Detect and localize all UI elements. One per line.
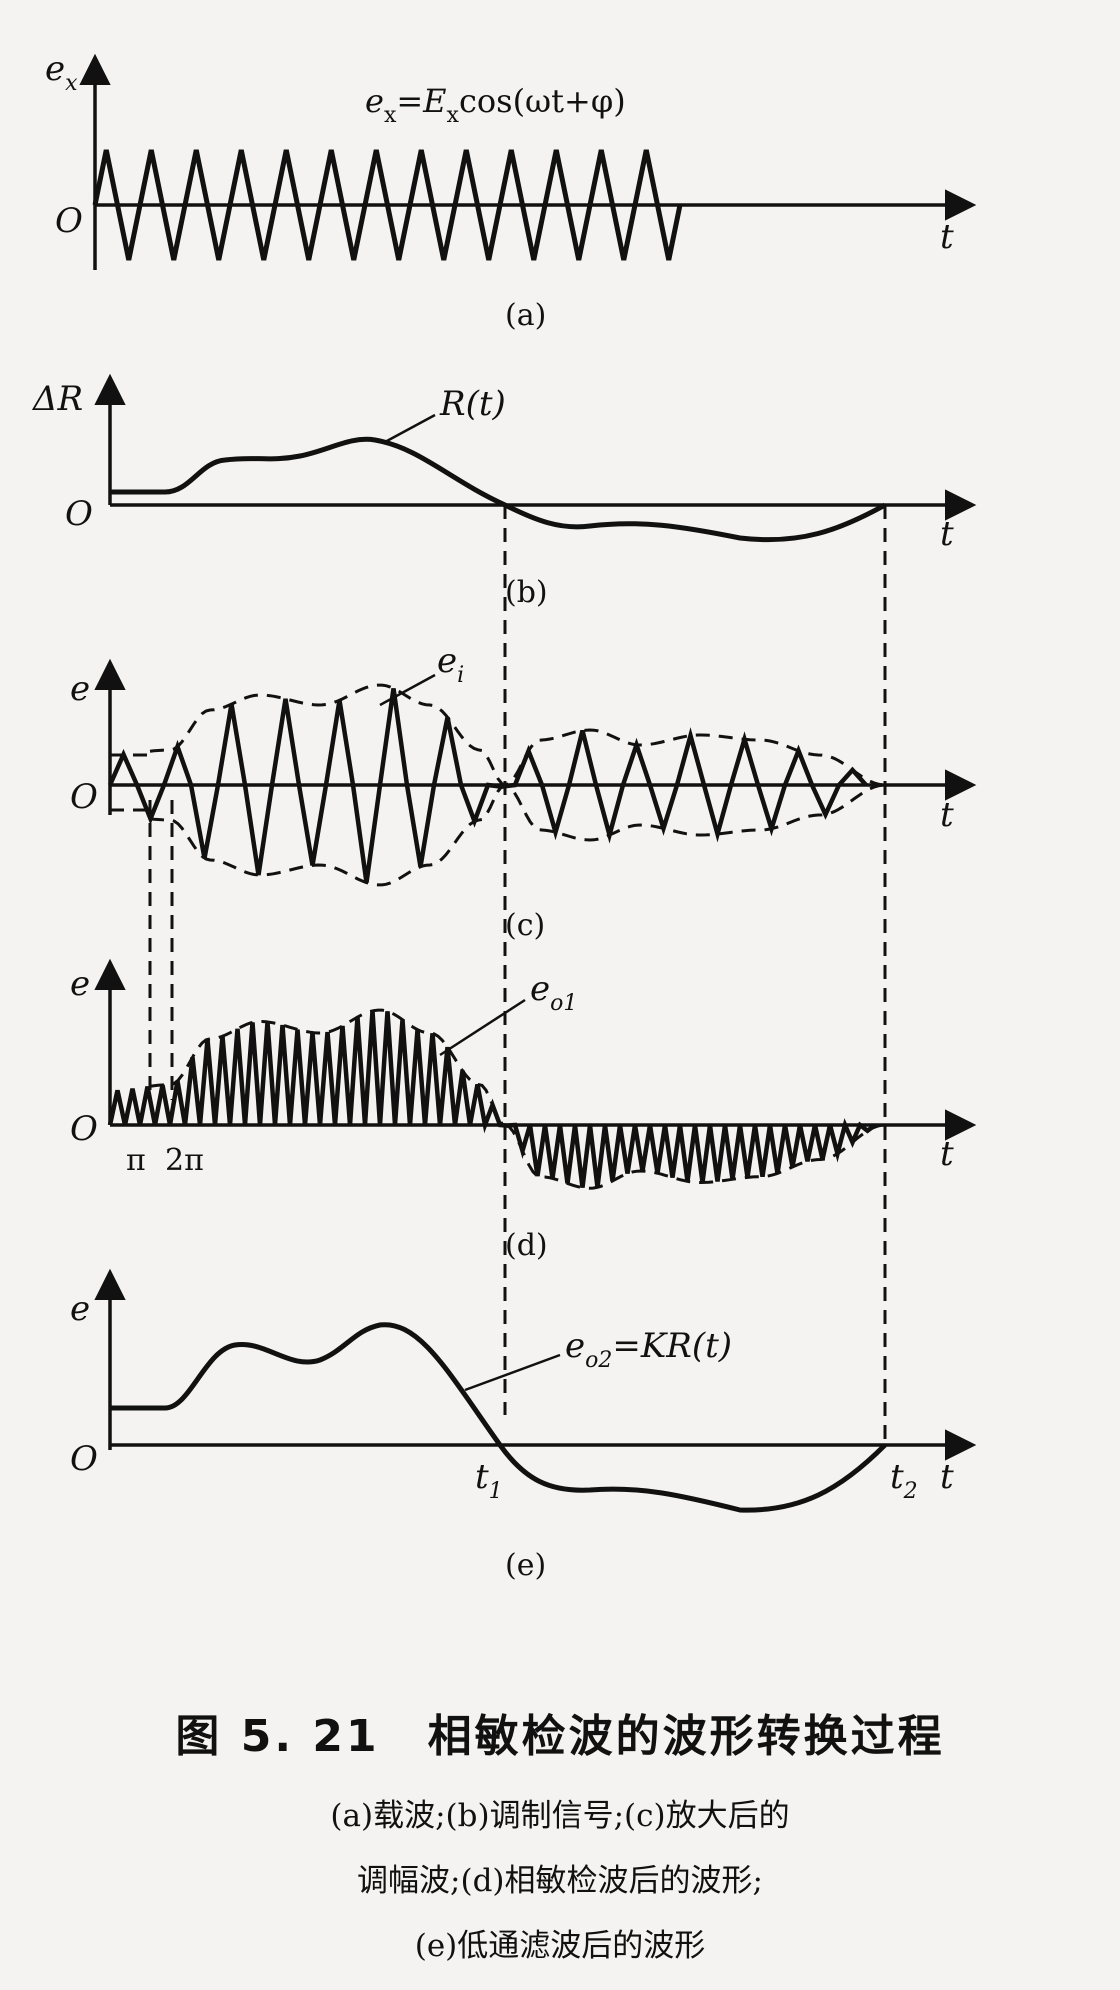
- panel-c-upper-envelope: [149, 683, 883, 787]
- panel-d-label: (d): [505, 1228, 548, 1263]
- panel-d-curve-label: eo1: [530, 969, 577, 1016]
- panel-b-x-label: t: [940, 514, 954, 554]
- panel-c-curve-label: ei: [437, 641, 464, 688]
- panel-a-label: (a): [505, 298, 546, 333]
- panel-a-origin: O: [55, 201, 83, 241]
- panel-a-y-label: e: [45, 49, 65, 89]
- caption-line-1: (a)载波;(b)调制信号;(c)放大后的: [330, 1798, 790, 1834]
- amplitude-modulated-wave: [107, 688, 868, 883]
- carrier-wave: [92, 149, 683, 261]
- panel-a: ex O t ex=Excos(ωt+φ) (a): [45, 49, 977, 333]
- panel-d-leader: [439, 998, 526, 1057]
- panel-a-x-label: t: [940, 217, 954, 257]
- carrier-formula: ex=Excos(ωt+φ): [365, 82, 626, 128]
- t2-label: t2: [890, 1457, 918, 1504]
- phase-sensitive-detected-wave: [107, 1010, 877, 1188]
- panel-d-x-label: t: [940, 1134, 954, 1174]
- guide-lines: [110, 505, 887, 1445]
- tick-2pi-label: 2π: [165, 1143, 204, 1178]
- panel-c-leader: [379, 673, 436, 707]
- modulating-signal-curve: [110, 436, 887, 543]
- panel-c-origin: O: [70, 777, 98, 817]
- tick-pi-label: π: [126, 1143, 146, 1178]
- panel-e: eo2=KR(t) e O t1 t2 t (e): [70, 1268, 977, 1583]
- panel-c-y-label: e: [70, 669, 90, 709]
- panel-c-label: (c): [505, 908, 545, 943]
- figure-number: 图 5. 21: [175, 1711, 380, 1762]
- low-pass-output-curve: [110, 1322, 887, 1513]
- panel-b-curve-label: R(t): [439, 384, 506, 424]
- caption-line-3: (e)低通滤波后的波形: [414, 1928, 706, 1964]
- panel-e-label: (e): [505, 1548, 546, 1583]
- panel-c: ei e O t (c): [70, 641, 977, 943]
- panel-b-leader: [384, 413, 436, 444]
- panel-e-origin: O: [70, 1439, 98, 1479]
- panel-c-lower-envelope: [149, 783, 883, 887]
- panel-d-y-label: e: [70, 964, 90, 1004]
- panel-b-origin: O: [65, 494, 93, 534]
- panel-a-y-sub: x: [65, 71, 78, 96]
- svg-text:ex: ex: [45, 49, 78, 96]
- panel-b-label: (b): [505, 575, 548, 610]
- panel-e-y-label: e: [70, 1289, 90, 1329]
- panel-d-origin: O: [70, 1109, 98, 1149]
- panel-d: eo1 e O π 2π t (d): [70, 958, 977, 1263]
- caption-line-2: 调幅波;(d)相敏检波后的波形;: [357, 1863, 763, 1899]
- figure-caption-title: 图 5. 21 相敏检波的波形转换过程: [0, 1700, 1120, 1764]
- t1-label: t1: [475, 1457, 503, 1504]
- panel-b-y-label: ΔR: [31, 379, 83, 419]
- panel-c-x-label: t: [940, 795, 954, 835]
- panel-e-curve-label: eo2=KR(t): [565, 1326, 732, 1373]
- panel-b: R(t) ΔR O t (b): [31, 373, 977, 610]
- figure-title: 相敏检波的波形转换过程: [427, 1711, 945, 1762]
- panel-e-x-label: t: [940, 1457, 954, 1497]
- panel-e-leader: [464, 1353, 561, 1392]
